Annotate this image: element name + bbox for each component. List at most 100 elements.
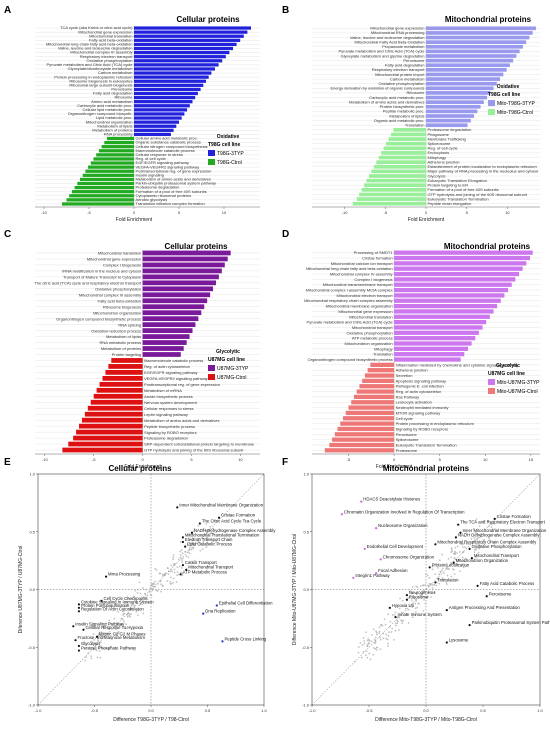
category-label: Apoptosis signaling pathway <box>396 378 446 383</box>
category-label: rRNA modification in the nucleus and cyt… <box>62 269 141 274</box>
category-label: Processing of SMDT1 <box>354 250 394 255</box>
bar <box>134 75 209 79</box>
scatter-point <box>414 602 417 605</box>
scatter-point <box>180 549 183 552</box>
legend-swatch <box>488 100 495 106</box>
scatter-point <box>425 573 427 576</box>
category-label: Nervous system development <box>144 400 198 405</box>
x-tick-label: 15 <box>529 457 534 462</box>
scatter-point <box>170 568 173 571</box>
bar <box>329 442 395 448</box>
scatter-point <box>90 643 93 646</box>
legend-item: Mito-U87MG-3TYP <box>497 380 540 386</box>
scatter-point <box>181 559 183 561</box>
bar <box>394 277 516 282</box>
category-label: Eukaryotic Translation Termination <box>428 196 489 201</box>
scatter-point <box>373 638 376 641</box>
category-label: Translation <box>373 352 393 357</box>
bar <box>142 250 231 256</box>
scatter-point <box>468 543 470 545</box>
scatter-point <box>370 640 373 643</box>
scatter-point <box>443 572 445 575</box>
category-label: Pyruvate metabolism and Citric Acid (TCA… <box>307 320 394 325</box>
x-tick-label: -10 <box>342 210 349 215</box>
scatter-point <box>424 584 427 586</box>
scatter-point <box>396 619 399 622</box>
category-label: Membrane Trafficking <box>428 136 466 141</box>
scatter-point <box>376 646 378 649</box>
scatter-point <box>382 637 385 640</box>
scatter-point <box>415 600 418 602</box>
scatter-point <box>173 568 176 571</box>
scatter-point <box>496 532 499 535</box>
category-label: Mitochondrial gene expression <box>370 26 424 31</box>
scatter-point <box>150 584 152 587</box>
scatter-point <box>109 622 112 625</box>
scatter-point <box>450 575 453 578</box>
bar <box>79 423 143 429</box>
legend-title: U87MG cell line <box>488 371 525 377</box>
scatter-point <box>187 549 190 552</box>
scatter-point <box>191 561 194 564</box>
scatter-point <box>207 528 210 531</box>
scatter-point <box>196 542 199 545</box>
scatter-point <box>170 564 173 567</box>
category-label: Reg. of cell cycle <box>136 156 167 161</box>
scatter-point <box>384 623 387 626</box>
bar <box>142 268 222 274</box>
scatter-point-highlight <box>181 563 184 567</box>
scatter-point-highlight <box>388 606 391 609</box>
scatter-point <box>456 563 459 566</box>
scatter-point <box>441 577 444 580</box>
legend-tag: Glycolytic <box>496 363 520 369</box>
scatter-point <box>463 542 466 545</box>
scatter-point <box>375 648 378 651</box>
bar <box>142 316 199 322</box>
scatter-point-highlight <box>217 516 221 519</box>
category-label: Lipid metabolic proc. <box>96 115 133 120</box>
bar <box>105 370 143 375</box>
scatter-annotation: Chromosome Organization <box>383 554 435 559</box>
scatter-annotation: Cristae Formation <box>221 513 256 518</box>
scatter-point <box>398 607 401 610</box>
x-tick-label: 5 <box>190 457 193 462</box>
x-tick-label: -5 <box>87 210 91 215</box>
panel-title: Cellular proteins <box>108 464 172 473</box>
scatter-point <box>362 637 365 639</box>
scatter-point <box>144 597 147 599</box>
bar <box>378 155 426 160</box>
x-tick-label: -1.0 <box>35 708 43 713</box>
scatter-point <box>105 647 107 650</box>
scatter-annotation: Cristae Formation <box>497 514 532 519</box>
category-label: Pyruvate metabolism and Citric Acid (TCA… <box>338 49 425 54</box>
scatter-point <box>171 570 174 573</box>
category-label: Mitochondrial transmembrane transport <box>323 282 394 287</box>
scatter-point <box>353 660 356 663</box>
y-tick-label: -1.0 <box>302 703 310 708</box>
scatter-point <box>134 599 136 602</box>
scatter-point <box>155 589 158 592</box>
scatter-point <box>90 657 93 660</box>
scatter-point <box>375 630 377 633</box>
scatter-point <box>422 609 425 612</box>
scatter-point-highlight <box>215 604 218 607</box>
category-label: Neutrophil mediated immunity <box>396 405 449 410</box>
scatter-point-highlight <box>375 527 378 530</box>
category-label: Mitochondrial electron transport <box>337 293 394 298</box>
scatter-point <box>137 588 139 591</box>
scatter-point <box>490 523 493 526</box>
scatter-annotation: Glycolysis <box>81 641 100 646</box>
scatter-point <box>365 650 368 653</box>
category-label: VEGFA-VEGFR2 signaling pathway <box>136 164 200 169</box>
bar <box>366 178 426 183</box>
bar <box>426 31 533 35</box>
scatter-point <box>453 557 456 559</box>
scatter-point <box>456 552 458 555</box>
scatter-point <box>205 523 208 525</box>
scatter-point-highlight <box>360 500 363 503</box>
scatter-point <box>363 640 366 642</box>
legend-swatch <box>488 388 495 394</box>
bar <box>426 77 501 81</box>
bar <box>93 393 143 399</box>
y-tick-label: 0.0 <box>303 587 309 592</box>
